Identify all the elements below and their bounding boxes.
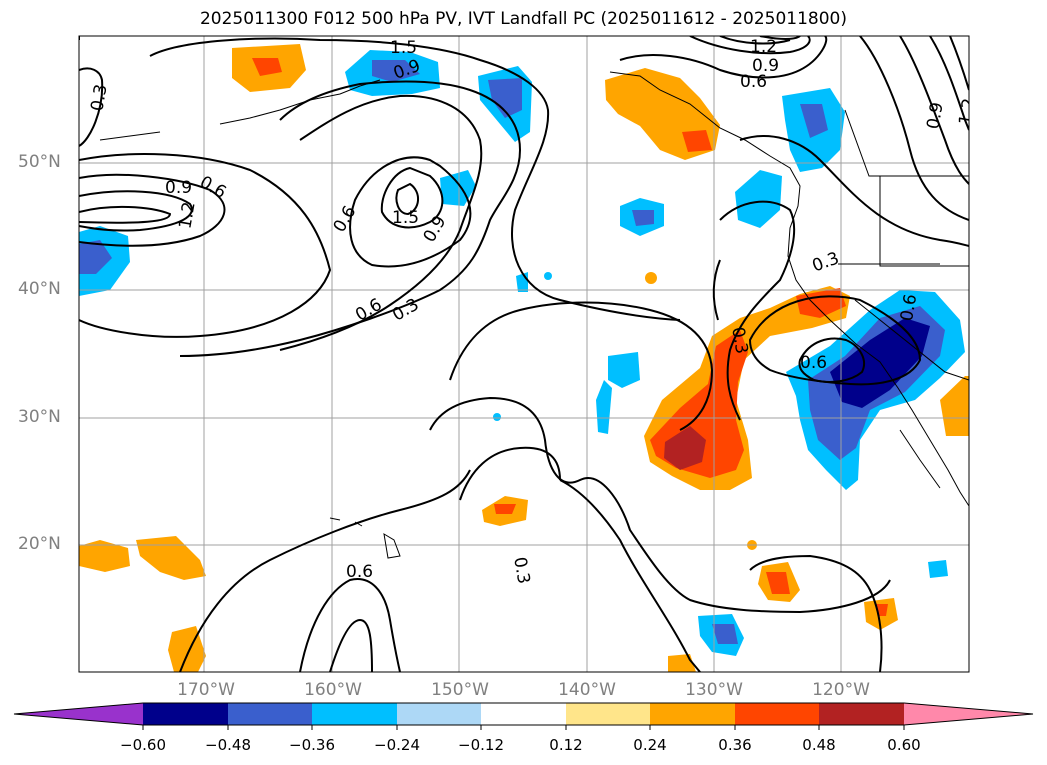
coastlines: [99, 71, 969, 559]
colorbar-tick-label: 0.60: [887, 736, 921, 754]
colorbar-tick-label: −0.12: [458, 736, 504, 754]
colorbar-segment: [566, 703, 650, 725]
latitude-label-50n: 50°N: [18, 152, 61, 172]
colorbar-tick-label: −0.24: [374, 736, 420, 754]
longitude-label-140w: 140°W: [558, 680, 616, 700]
longitude-label-170w: 170°W: [177, 680, 235, 700]
contour-label: 0.9: [165, 178, 192, 198]
contour-label: 0.3: [87, 83, 111, 113]
colorbar-tick-label: 0.24: [633, 736, 667, 754]
latitude-label-30n: 30°N: [18, 407, 61, 427]
map-border: [78, 35, 970, 673]
colorbar-tick-label: −0.60: [120, 736, 166, 754]
contour-label: 0.9: [923, 101, 947, 131]
longitude-label-120w: 120°W: [812, 680, 870, 700]
latitude-label-20n: 20°N: [18, 534, 61, 554]
colorbar-tick-label: 0.36: [718, 736, 752, 754]
colorbar-segment: [397, 703, 481, 725]
contour-label: 1.2: [175, 200, 199, 230]
colorbar-segment: [819, 703, 904, 725]
contour-label: 1.5: [390, 38, 417, 58]
colorbar-tick-label: −0.36: [289, 736, 335, 754]
colorbar-segment: [143, 703, 228, 725]
contour-label: 1.5: [392, 208, 419, 228]
contour-label: 0.6: [897, 293, 921, 323]
contour-label: 0.3: [727, 325, 751, 355]
colorbar-segment: [228, 703, 312, 725]
latitude-label-40n: 40°N: [18, 279, 61, 299]
colorbar: [13, 702, 1034, 730]
contour-label: 0.6: [800, 353, 827, 373]
contour-label: 1.2: [955, 97, 979, 127]
colorbar-tick-label: 0.12: [549, 736, 583, 754]
colorbar-extend-high: [904, 703, 1033, 725]
contour-label: 0.6: [740, 72, 767, 92]
contour-label: 0.3: [509, 555, 533, 585]
contour-label: 0.9: [752, 56, 779, 76]
colorbar-segment: [650, 703, 735, 725]
pv-contours: [79, 36, 969, 672]
longitude-label-130w: 130°W: [685, 680, 743, 700]
colorbar-tick-label: −0.48: [205, 736, 251, 754]
contour-label: 1.2: [750, 37, 777, 57]
colorbar-segment: [312, 703, 397, 725]
longitude-label-150w: 150°W: [431, 680, 489, 700]
colorbar-tick-label: 0.48: [802, 736, 836, 754]
colorbar-extend-low: [14, 703, 143, 725]
contour-label: 0.6: [346, 562, 373, 582]
map-title: 2025011300 F012 500 hPa PV, IVT Landfall…: [199, 9, 847, 29]
longitude-label-160w: 160°W: [304, 680, 362, 700]
colorbar-segment: [481, 703, 566, 725]
colorbar-segment: [735, 703, 819, 725]
